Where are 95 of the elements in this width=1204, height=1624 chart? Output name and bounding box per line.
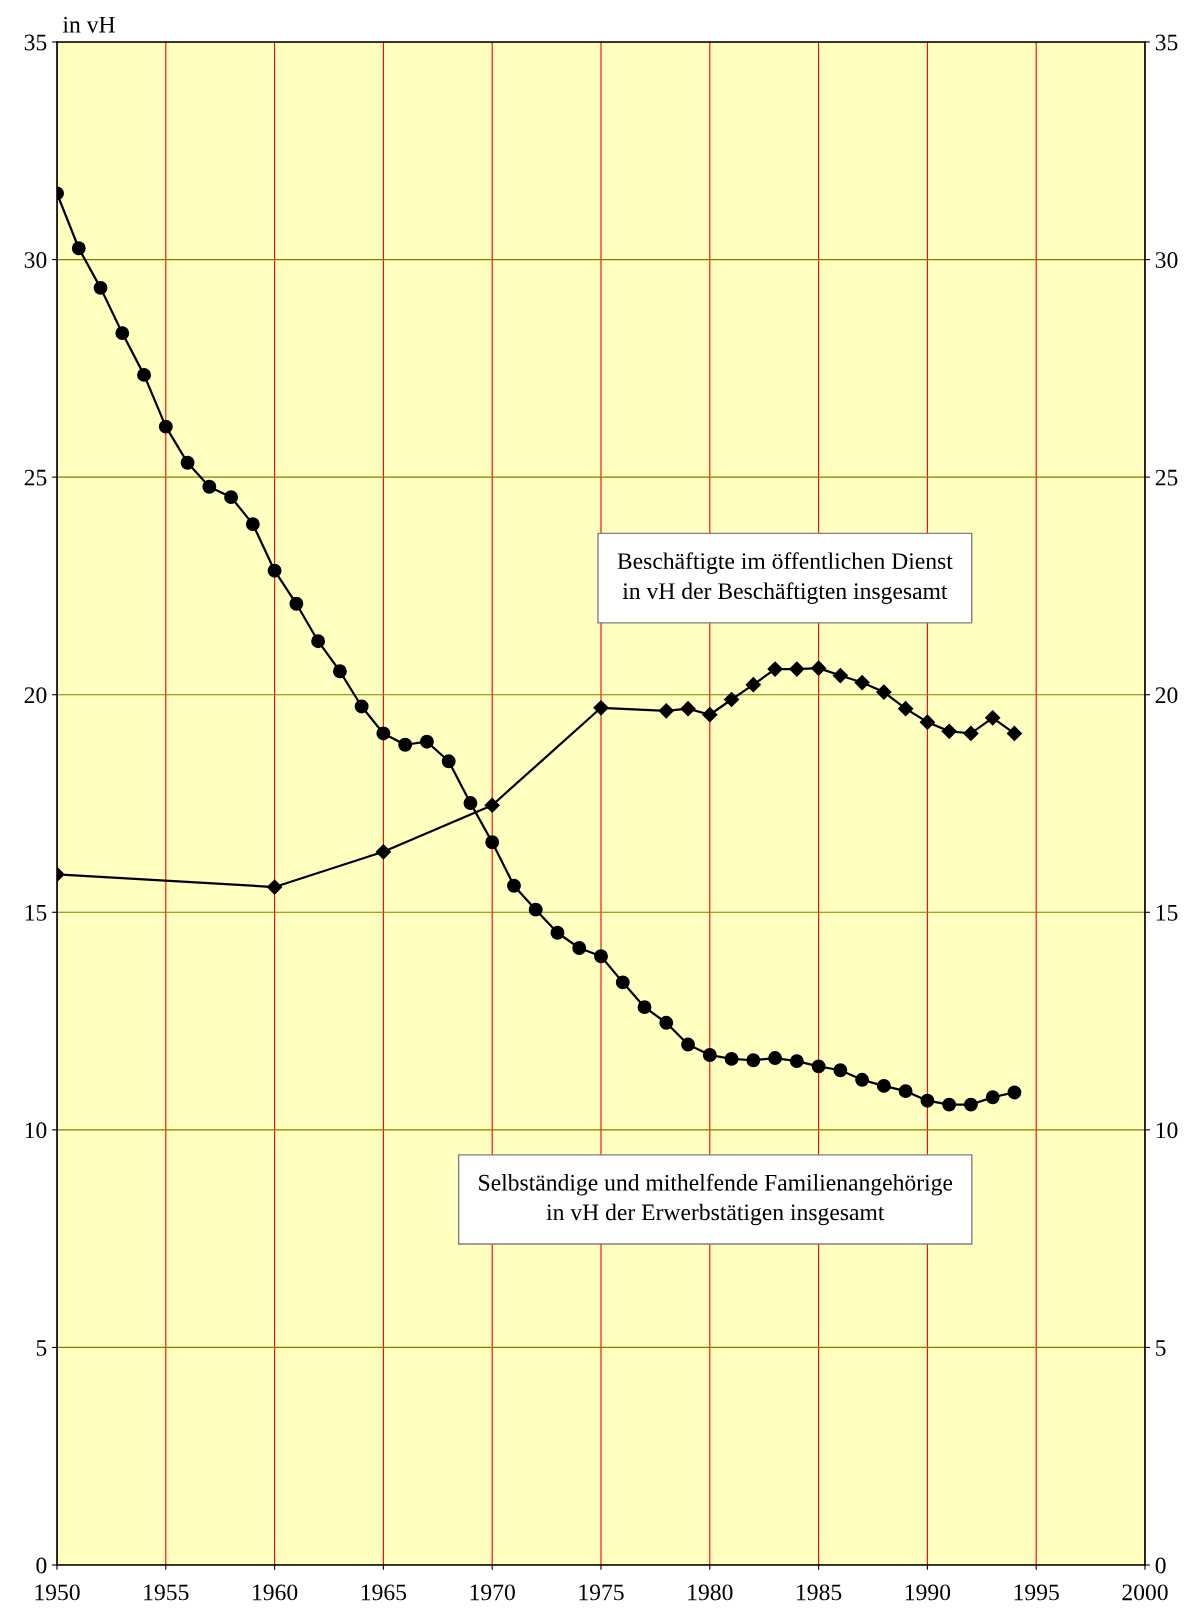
point [833,1063,848,1078]
annotation: Selbständige und mithelfende Familienangehörige in vH der Erwerbstätigen insgesamt [479,1173,953,1226]
x-tick-label: 2000 [1122,1584,1168,1601]
point [115,326,130,341]
point [289,596,304,611]
y2-tick-label: 30 [1155,252,1178,268]
point [180,455,195,470]
point [593,700,609,716]
point [354,699,369,714]
point [202,479,217,494]
point [615,975,630,990]
y-tick-label: 35 [24,34,47,51]
x-tick-label: 1985 [797,1584,842,1601]
point [332,664,347,679]
x-tick-label: 1965 [361,1584,407,1601]
y2-tick-label: 25 [1155,469,1178,486]
y-tick-label: 30 [24,252,47,268]
point [463,796,478,811]
point [876,684,892,700]
point [832,667,848,684]
y2-tick-label: 10 [1156,1122,1178,1139]
y2-tick-label: 5 [1156,1340,1166,1356]
point [1006,725,1023,742]
point [768,1051,783,1066]
point [637,1000,652,1015]
annotation: Beschäftigte im öffentlichen Dienst in vH der Beschäftigten insgesamt [617,552,953,604]
point [855,1072,870,1087]
point [658,703,674,719]
point [811,1059,826,1074]
point [245,517,260,532]
point [942,1097,957,1112]
y-tick-label: 25 [24,469,47,486]
point [376,726,391,741]
point [528,902,543,917]
point [789,1054,804,1069]
point [158,419,173,434]
point [507,878,521,893]
point [919,714,935,730]
point [572,941,587,955]
point [375,844,391,860]
point [441,754,456,769]
point [550,925,565,940]
point [702,707,718,723]
y2-tick-label: 35 [1155,34,1178,51]
point [876,1078,891,1093]
point [311,634,326,649]
y2-tick-label: 15 [1156,904,1178,921]
y2-tick-label: 0 [1155,1557,1166,1574]
point [267,879,283,895]
y-tick-label: 10 [25,1122,47,1139]
point [1007,1085,1022,1100]
x-tick-label: 1980 [688,1584,733,1601]
point [484,797,500,813]
point [745,677,761,693]
point [419,734,434,749]
point [724,1051,739,1066]
x-tick-label: 1995 [1014,1584,1059,1601]
point [681,1037,695,1052]
point [963,725,979,742]
point [267,563,282,578]
x-tick-label: 1975 [579,1584,624,1601]
point [941,723,957,739]
point [898,1084,913,1099]
point [985,1090,1000,1105]
y-tick-label: 20 [24,687,47,704]
point [93,280,108,295]
point [898,701,914,717]
x-tick-label: 1955 [144,1584,189,1601]
y-tick-label: 15 [25,904,47,921]
x-tick-label: 1950 [35,1584,80,1601]
point [811,660,827,676]
point [680,701,696,717]
point [767,661,783,677]
point [137,367,151,382]
y-axis-title: in vH [62,16,115,33]
y-tick-label: 5 [36,1340,47,1356]
point [854,674,870,691]
point [702,1048,717,1062]
point [985,710,1001,726]
point [485,835,500,850]
point [723,691,740,708]
point [963,1097,978,1112]
y2-tick-label: 20 [1155,687,1178,704]
point [789,661,805,677]
point [594,949,608,964]
point [920,1093,935,1108]
x-tick-label: 1990 [905,1584,951,1601]
point [659,1015,674,1030]
point [746,1053,761,1068]
point [71,241,86,256]
x-tick-label: 1960 [253,1584,298,1601]
point [224,490,239,505]
x-tick-label: 1970 [470,1584,515,1601]
y-tick-label: 0 [36,1557,47,1574]
point [398,737,413,752]
